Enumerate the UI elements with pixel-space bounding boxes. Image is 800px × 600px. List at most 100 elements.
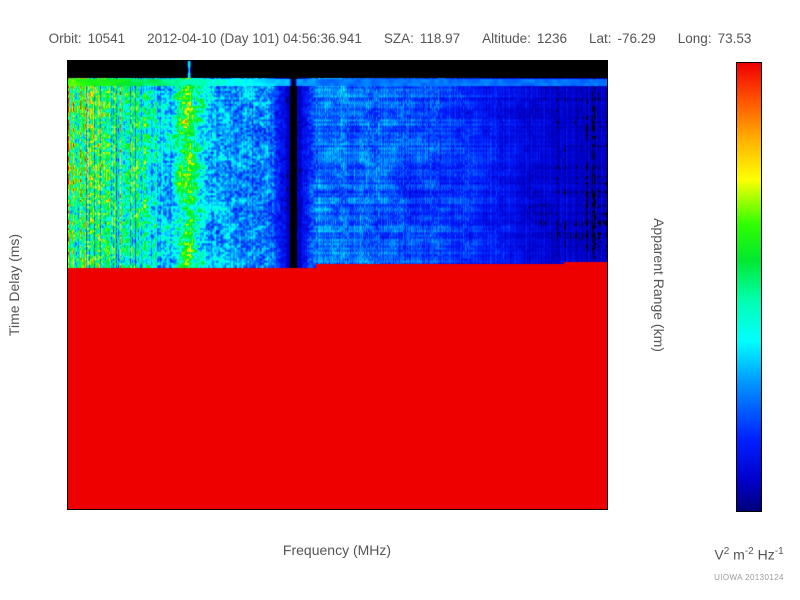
colorbar-minor-tick (761, 85, 762, 86)
colorbar-minor-tick (761, 430, 762, 431)
unit-exponent: 2 (723, 546, 730, 557)
colorbar-minor-tick (761, 75, 762, 76)
x-axis-minor-tick (389, 509, 390, 510)
y-axis-right-minor-tick (607, 343, 608, 344)
y-axis-minor-tick (67, 164, 68, 165)
y-axis-minor-tick (67, 375, 68, 376)
x-axis-top-minor-tick (238, 60, 239, 61)
x-axis-top-minor-tick (88, 60, 89, 61)
colorbar-minor-tick (761, 423, 762, 424)
spectrogram-image (68, 61, 607, 509)
colorbar-minor-tick (761, 300, 762, 301)
colorbar-minor-tick (761, 192, 762, 193)
x-axis-top-minor-tick (138, 60, 139, 61)
header-field: 2012-04-10 (Day 101) 04:56:36.941 (147, 31, 362, 46)
x-axis-top-minor-tick (449, 60, 450, 61)
x-axis-top-minor-tick (328, 60, 329, 61)
y-axis-major-tick (67, 61, 68, 62)
y-axis-minor-tick (67, 345, 68, 346)
x-axis-minor-tick (308, 509, 309, 510)
credit-footer: UIOWA 20130124 (714, 573, 784, 582)
unit-text: m (729, 546, 745, 563)
x-axis-top-minor-tick (469, 60, 470, 61)
x-axis-top-minor-tick (389, 60, 390, 61)
x-axis-minor-tick (369, 509, 370, 510)
header-field-key: Lat: (588, 30, 612, 46)
colorbar-major-tick (761, 119, 762, 120)
y-axis-minor-tick (67, 67, 68, 68)
x-axis-minor-tick (218, 509, 219, 510)
colorbar-minor-tick (761, 249, 762, 250)
y-axis-major-tick (67, 242, 68, 243)
colorbar-minor-tick (761, 181, 762, 182)
x-axis-major-tick (359, 509, 360, 510)
colorbar-minor-tick (761, 297, 762, 298)
header-field-value: -76.29 (617, 30, 656, 46)
unit-text: V (714, 546, 724, 563)
colorbar-minor-tick (761, 403, 762, 404)
x-axis-top-minor-tick (228, 60, 229, 61)
x-axis-minor-tick (98, 509, 99, 510)
x-axis-minor-tick (489, 509, 490, 510)
colorbar-units-label: V2 m-2 Hz-1 (714, 546, 783, 563)
y-axis-minor-tick (67, 79, 68, 80)
x-axis-top-minor-tick (288, 60, 289, 61)
x-axis-minor-tick (499, 509, 500, 510)
y-axis-minor-tick (67, 248, 68, 249)
x-axis-minor-tick (469, 509, 470, 510)
x-axis-minor-tick (128, 509, 129, 510)
y-axis-minor-tick (67, 146, 68, 147)
colorbar-minor-tick (761, 291, 762, 292)
x-axis-minor-tick (339, 509, 340, 510)
x-axis-minor-tick (208, 509, 209, 510)
colorbar-major-tick (761, 288, 762, 289)
x-axis-minor-tick (599, 509, 600, 510)
y-axis-right-major-tick (607, 303, 608, 304)
x-axis-top-minor-tick (98, 60, 99, 61)
x-axis-top-major-tick (459, 60, 460, 61)
y-axis-minor-tick (67, 490, 68, 491)
colorbar-minor-tick (761, 122, 762, 123)
x-axis-major-tick (559, 509, 560, 510)
colorbar-minor-tick (761, 459, 762, 460)
colorbar-minor-tick (761, 409, 762, 410)
colorbar-minor-tick (761, 244, 762, 245)
y-axis-minor-tick (67, 369, 68, 370)
y-axis-right-minor-tick (607, 504, 608, 505)
colorbar-minor-tick (761, 347, 762, 348)
colorbar-minor-tick (761, 479, 762, 480)
colorbar-major-tick (761, 457, 762, 458)
x-axis-minor-tick (439, 509, 440, 510)
colorbar-minor-tick (761, 261, 762, 262)
x-axis-top-major-tick (359, 60, 360, 61)
y-axis-minor-tick (67, 478, 68, 479)
y-axis-minor-tick (67, 442, 68, 443)
colorbar-minor-tick (761, 128, 762, 129)
colorbar-minor-tick (761, 68, 762, 69)
x-axis-top-minor-tick (268, 60, 269, 61)
x-axis-minor-tick (118, 509, 119, 510)
y-axis-minor-tick (67, 399, 68, 400)
y-axis-minor-tick (67, 472, 68, 473)
y-axis-right-minor-tick (607, 424, 608, 425)
x-axis-top-minor-tick (549, 60, 550, 61)
y-axis-minor-tick (67, 297, 68, 298)
x-axis-top-major-tick (559, 60, 560, 61)
x-axis-top-minor-tick (489, 60, 490, 61)
colorbar-minor-tick (761, 462, 762, 463)
x-axis-minor-tick (519, 509, 520, 510)
y-axis-minor-tick (67, 152, 68, 153)
x-axis-top-minor-tick (409, 60, 410, 61)
x-axis-top-major-tick (258, 60, 259, 61)
y-axis-minor-tick (67, 127, 68, 128)
y-axis-minor-tick (67, 200, 68, 201)
x-axis-minor-tick (268, 509, 269, 510)
colorbar-minor-tick (761, 92, 762, 93)
y-axis-major-tick (67, 121, 68, 122)
colorbar-minor-tick (761, 327, 762, 328)
colorbar-minor-tick (761, 178, 762, 179)
x-axis-top-minor-tick (599, 60, 600, 61)
x-axis-top-minor-tick (178, 60, 179, 61)
x-axis-top-minor-tick (218, 60, 219, 61)
y-axis-right-major-tick (607, 464, 608, 465)
